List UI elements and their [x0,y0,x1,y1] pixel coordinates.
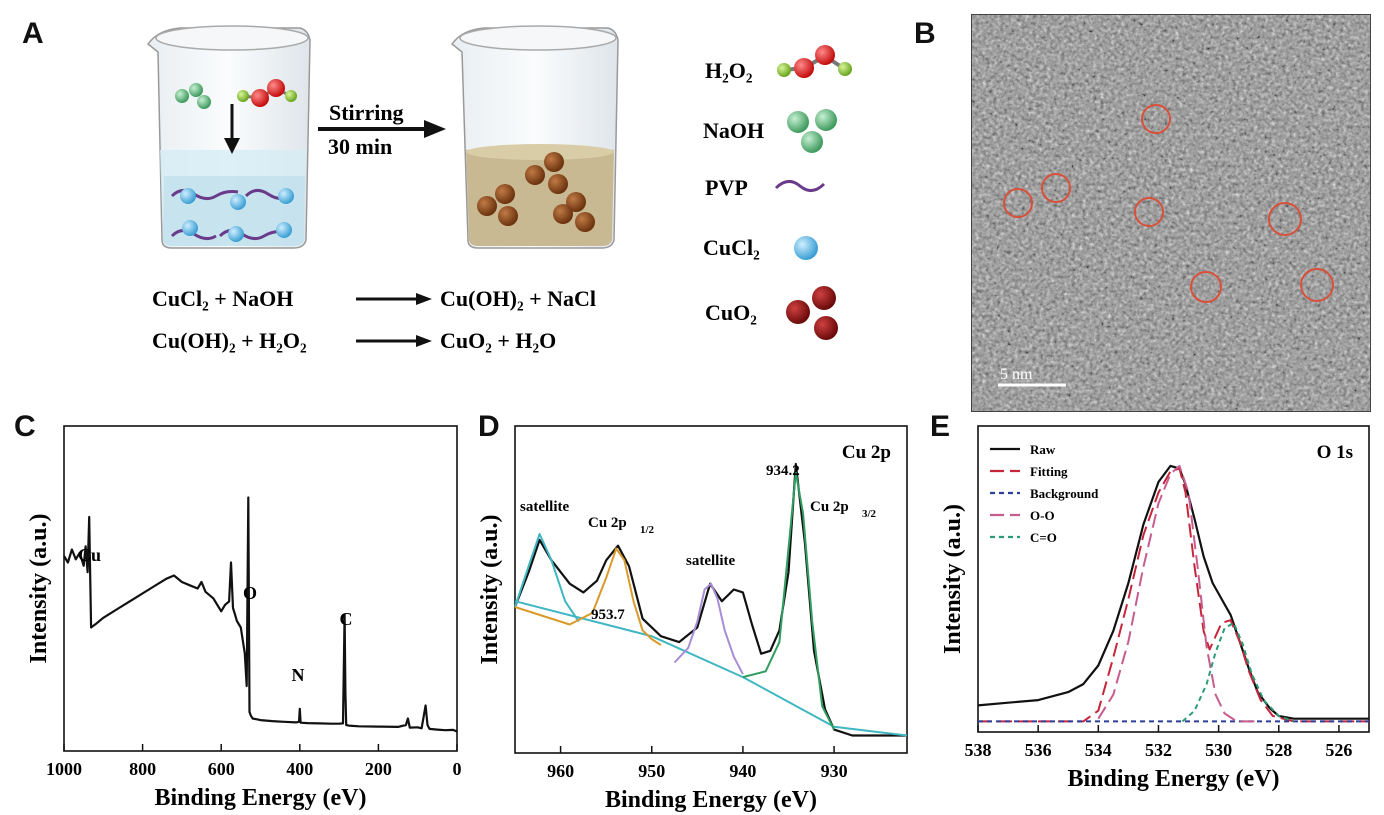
x-tick-label: 530 [1205,740,1232,760]
legend-cuo2-label: CuO₂ [705,300,757,325]
cu2p12-label: Cu 2p [588,515,627,531]
x-tick-label: 950 [638,761,665,781]
series-line-cu-2p1-2-fit [514,547,662,646]
x-tick-label: 960 [547,761,574,781]
chart-title: Cu 2p [842,442,891,463]
peak-label-cu: Cu [78,545,101,565]
x-tick-label: 526 [1325,740,1352,760]
plot-frame [514,425,908,754]
x-tick-label: 532 [1145,740,1172,760]
panel-letter-d: D [478,410,500,443]
series-line-cu-2p3-2-fit [742,471,835,731]
panel-letter-c: C [14,410,36,443]
beaker-2 [450,25,619,249]
legend-cucl2-label: CuCl₂ [703,235,760,260]
chart-c-survey: 1000 800 600 400 200 0 Binding Energy (eV) Inte… [26,425,462,811]
series-line-satellite-2-fit [673,582,744,675]
peak-label-n: N [292,665,305,685]
cucl2-sphere-icon [794,236,818,260]
scale-bar-label: 5 nm [1000,366,1033,383]
nanoparticle-markers [1003,104,1334,303]
tem-image: 5 nm [971,14,1371,412]
cu2p32-label: Cu 2p [810,499,849,515]
cu2p12-label-sub: 1/2 [640,524,655,536]
peak-label-o: O [243,583,257,603]
x-tick-label: 0 [453,759,462,779]
panel-letter-b: B [914,17,936,50]
arrow-label-time: 30 min [328,134,392,159]
series-line-raw [513,462,907,737]
legend-label-2: Background [1030,486,1099,501]
series-line-o-o [1097,464,1255,723]
h2o2-molecule-icon [777,45,852,78]
cuo2-molecule-icon [786,286,838,340]
panel-letter-e: E [930,410,951,443]
x-tick-label: 600 [208,759,235,779]
beaker-1 [146,25,311,249]
y-axis-label: Intensity (a.u.) [477,514,503,664]
peak-value-934: 934.2 [766,463,800,479]
x-axis-label: Binding Energy (eV) [154,785,366,811]
series-line-satellite-fit [514,533,580,623]
reaction-1-right: Cu(OH)₂ + NaCl [440,286,596,311]
x-tick-label: 536 [1025,740,1052,760]
chart-title: O 1s [1317,442,1353,463]
x-tick-label: 800 [129,759,156,779]
naoh-molecule-icon [787,109,837,153]
x-axis-label: Binding Energy (eV) [605,787,817,813]
series-line-fitting [978,467,1369,723]
reaction-1-left: CuCl₂ + NaOH [152,286,293,311]
legend-pvp-label: PVP [705,175,748,200]
y-axis-label: Intensity (a.u.) [26,513,52,663]
cu2p32-label-sub: 3/2 [862,508,877,520]
peak-value-953: 953.7 [591,607,625,623]
series-line-raw [977,464,1369,720]
series-line-survey [63,496,458,733]
x-axis-label: Binding Energy (eV) [1067,766,1279,792]
x-tick-label: 200 [365,759,392,779]
x-tick-label: 1000 [46,759,82,779]
arrow-label-stirring: Stirring [329,100,404,125]
pvp-chain-icon [774,180,826,192]
satellite-label-1: satellite [520,499,569,515]
x-tick-label: 528 [1265,740,1292,760]
satellite-label-2: satellite [686,553,735,569]
x-tick-label: 930 [821,761,848,781]
peak-label-c: C [340,609,353,629]
legend-label-1: Fitting [1030,464,1068,479]
x-tick-label: 538 [965,740,992,760]
reaction-2-left: Cu(OH)₂ + H₂O₂ [152,328,307,353]
x-tick-label: 400 [286,759,313,779]
legend-h2o2-label: H₂O₂ [705,58,753,83]
legend-label-3: O-O [1030,508,1055,523]
plot-frame [63,425,458,752]
chart-e-o1s: 538 536 534 532 530 528 526 Binding Energy (eV)… [940,425,1370,792]
reaction-2-right: CuO₂ + H₂O [440,328,556,353]
legend-label-4: C=O [1030,530,1057,545]
panel-a-schematic: Stirring 30 min H₂O₂ NaOH PVP CuCl₂ CuO₂… [146,25,852,353]
x-tick-label: 534 [1085,740,1112,760]
legend-label-0: Raw [1030,442,1056,457]
y-axis-label: Intensity (a.u.) [940,504,966,654]
plot-frame [977,425,1370,733]
legend-naoh-label: NaOH [703,118,764,143]
panel-letter-a: A [22,17,44,50]
x-tick-label: 940 [729,761,756,781]
